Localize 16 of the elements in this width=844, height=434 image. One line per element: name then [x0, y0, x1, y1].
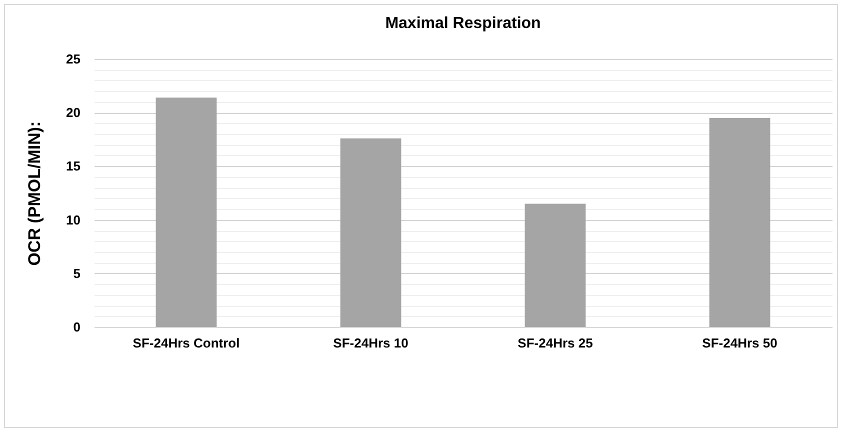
y-tick-label: 5	[73, 266, 80, 281]
x-tick-label: SF-24Hrs 10	[333, 336, 408, 350]
x-tick-label: SF-24Hrs 25	[518, 336, 593, 350]
bar	[709, 118, 770, 327]
y-axis-title: OCR (PMOL/MIN):	[25, 121, 44, 266]
y-tick-label: 0	[73, 320, 80, 334]
bar	[524, 204, 586, 327]
x-tick-label: SF-24Hrs Control	[132, 336, 240, 350]
y-tick-label: 10	[66, 212, 80, 228]
bar	[340, 138, 402, 327]
x-tick-label: SF-24Hrs 50	[702, 336, 778, 350]
y-tick-label: 20	[66, 105, 80, 120]
y-tick-label: 15	[66, 158, 80, 174]
bar	[156, 98, 217, 327]
y-tick-label: 25	[66, 52, 80, 66]
chart-title: Maximal Respiration	[385, 15, 541, 32]
